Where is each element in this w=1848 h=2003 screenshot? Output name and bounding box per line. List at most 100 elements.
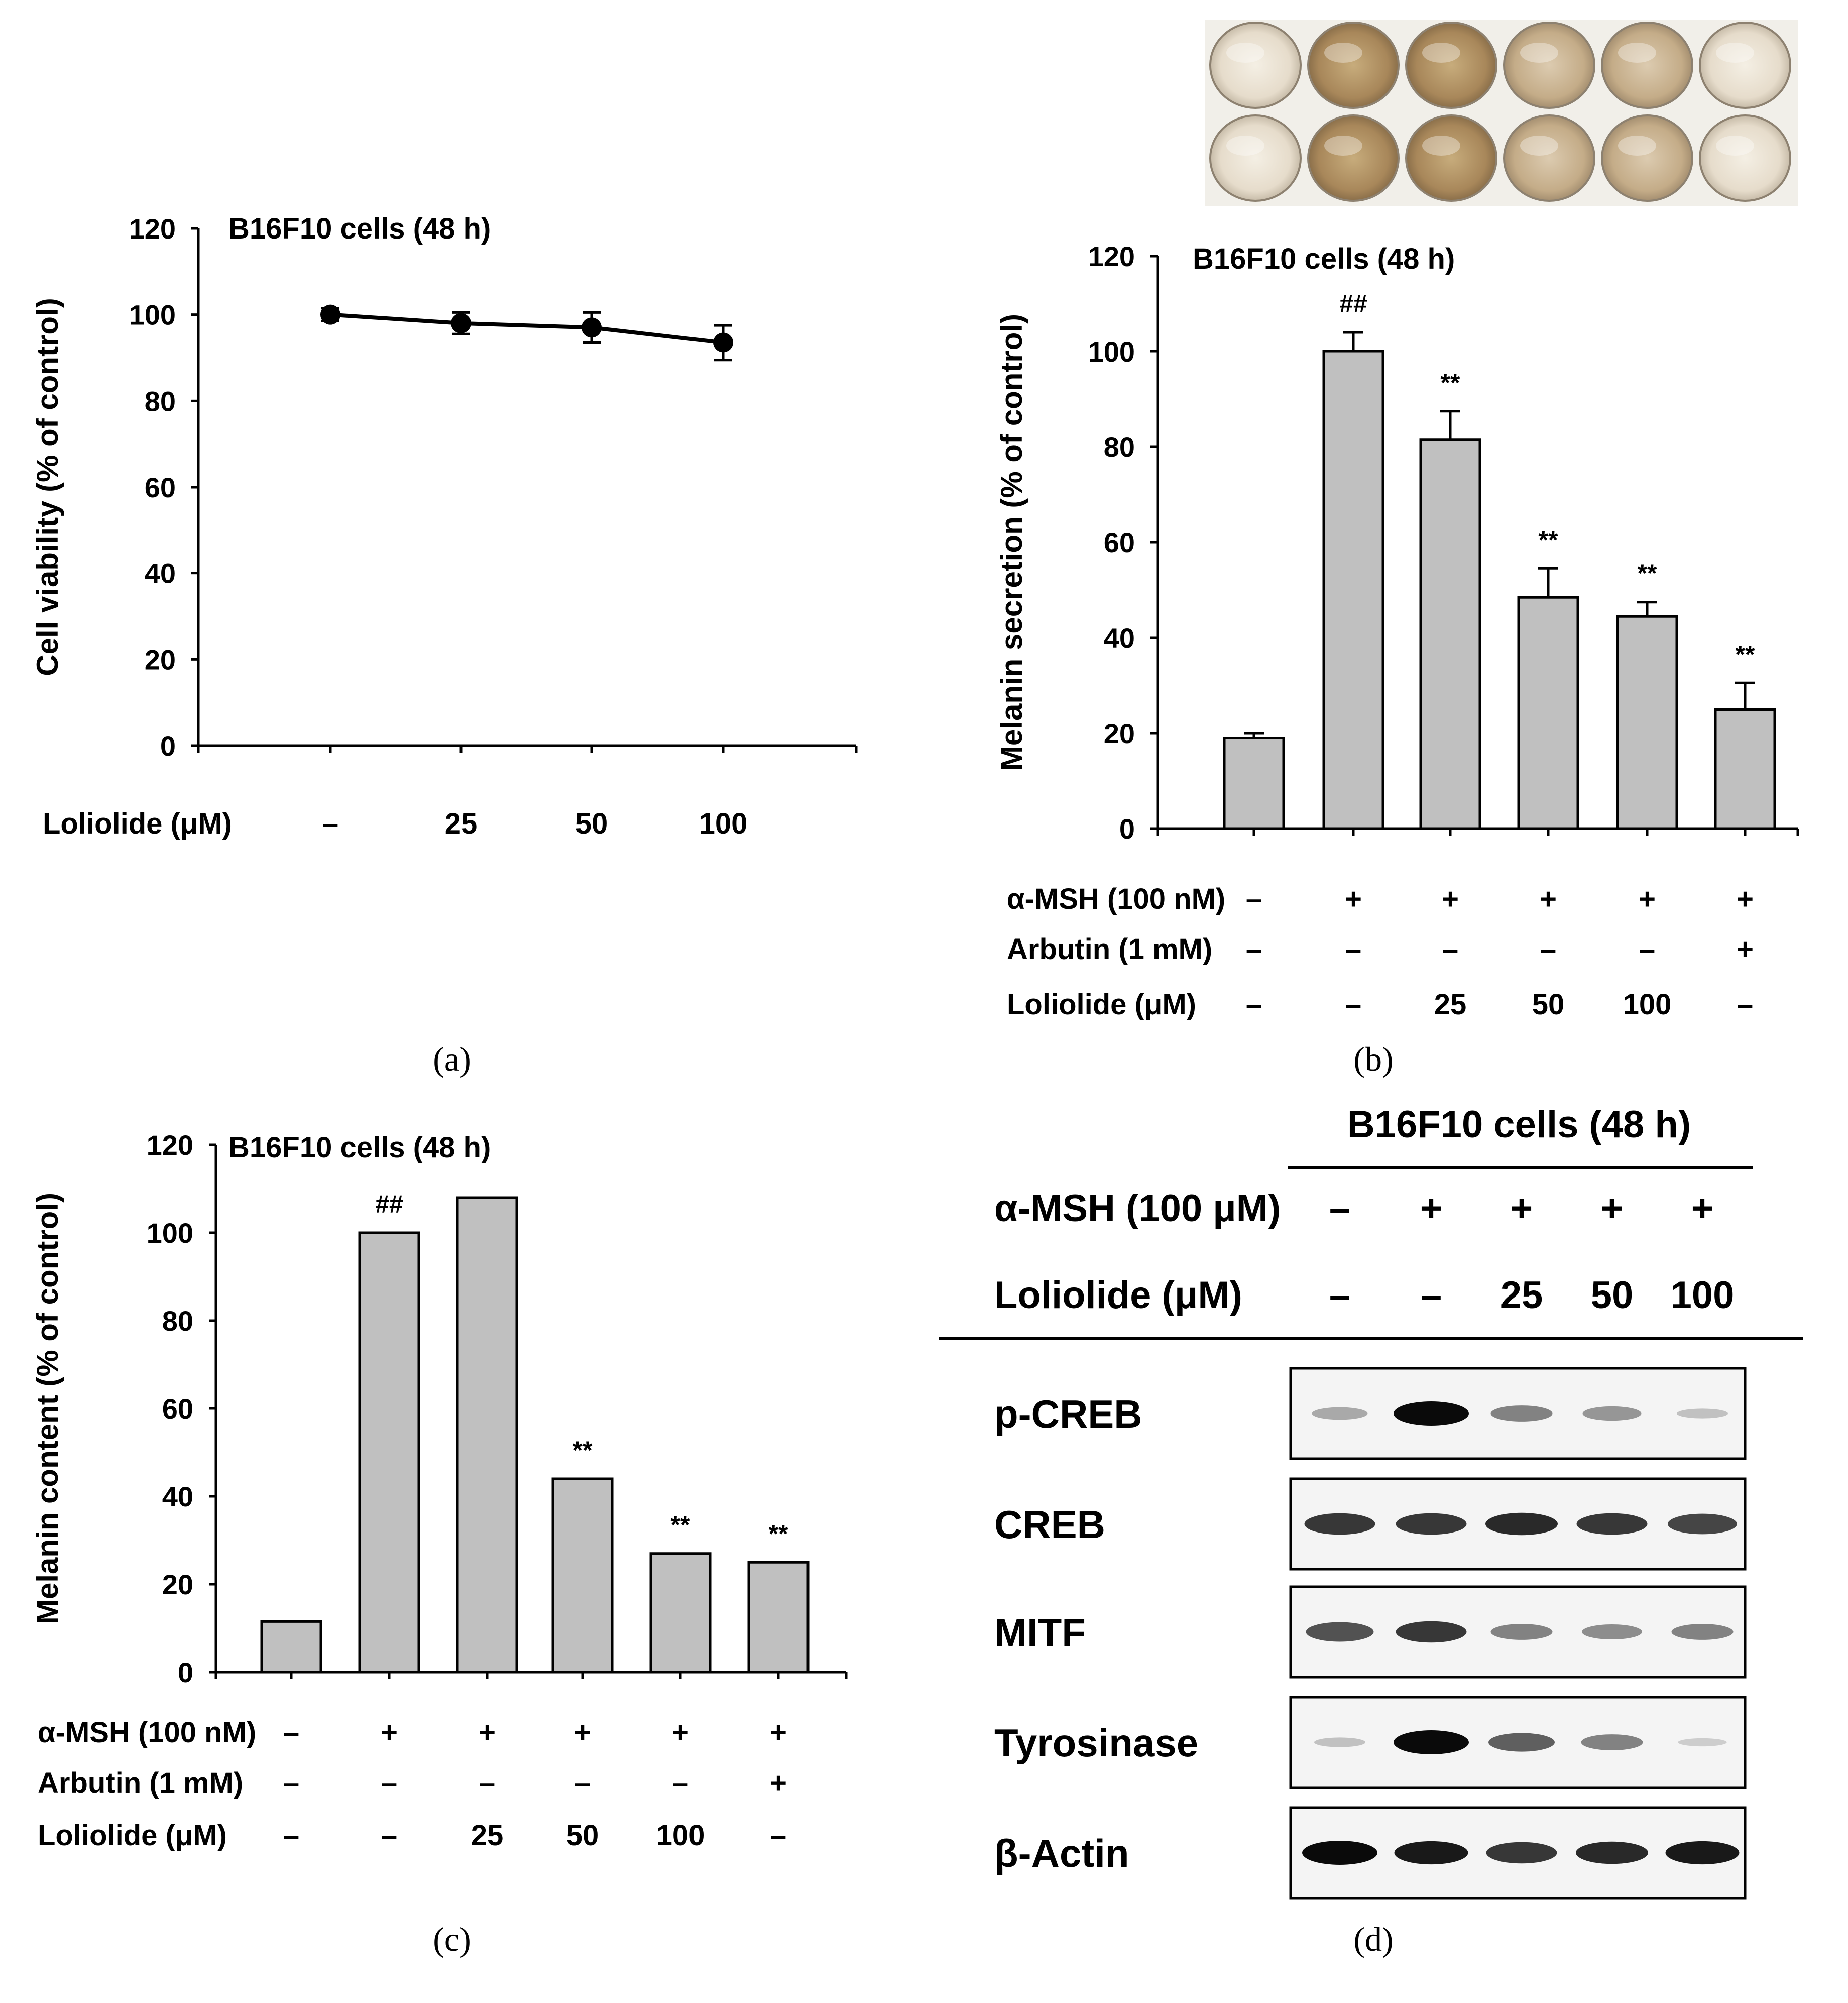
plate-well (1209, 114, 1302, 202)
panel-b-condition-value: + (1345, 883, 1362, 915)
panel-c-chart-title: B16F10 cells (48 h) (228, 1131, 491, 1164)
panel-b-bar (1419, 438, 1481, 830)
panel-b-condition-label: Arbutin (1 mM) (1007, 933, 1212, 966)
panel-c-condition-value: – (574, 1766, 591, 1799)
wb-band (1671, 1624, 1734, 1640)
panel-c-condition-value: – (283, 1819, 299, 1852)
wb-band (1314, 1737, 1365, 1747)
wb-band (1485, 1512, 1558, 1536)
panel-a-data-point (451, 313, 471, 333)
panel-c-condition-value: – (770, 1819, 786, 1852)
wb-band (1490, 1405, 1553, 1422)
wb-band (1665, 1841, 1740, 1865)
panel-b-condition-value: + (1540, 883, 1557, 915)
wb-band (1396, 1621, 1467, 1643)
wb-condition-value: 100 (1671, 1274, 1735, 1317)
panel-a-condition-value: 100 (699, 807, 748, 840)
panel-c-significance-label: ## (375, 1190, 403, 1218)
wb-band (1302, 1841, 1377, 1865)
panel-c-condition-label: α-MSH (100 nM) (38, 1716, 256, 1749)
plate-well-highlight (1226, 136, 1264, 156)
wb-band (1394, 1841, 1468, 1865)
panel-b-bar (1616, 615, 1678, 830)
panel-c-y-tick-label: 0 (178, 1657, 193, 1688)
panel-a-series-line (330, 312, 724, 345)
wb-band (1678, 1738, 1727, 1747)
panel-c-condition-label: Loliolide (μM) (38, 1819, 227, 1852)
panel-b-y-tick-label: 60 (1104, 527, 1135, 558)
panel-c-y-tick-label: 120 (147, 1129, 193, 1161)
wb-band (1677, 1408, 1728, 1419)
plate-well (1503, 22, 1595, 109)
wb-condition-value: – (1329, 1274, 1350, 1317)
wb-protein-label: Tyrosinase (994, 1721, 1198, 1765)
panel-b-y-tick-label: 120 (1088, 241, 1135, 272)
plate-well (1209, 22, 1302, 109)
panel-b-bar (1223, 737, 1285, 830)
panel-c-significance-label: ** (573, 1436, 593, 1464)
panel-b-significance-label: ## (1339, 290, 1367, 318)
panel-c-y-tick-label: 100 (147, 1217, 193, 1249)
panel-c-condition-value: + (574, 1716, 591, 1749)
panel-c-condition-value: + (479, 1716, 496, 1749)
panel-c-condition-value: – (381, 1819, 397, 1852)
panel-c-y-tick-label: 60 (162, 1393, 193, 1425)
plate-well (1307, 114, 1400, 202)
panel-b-condition-value: – (1246, 988, 1262, 1021)
wb-condition-label: α-MSH (100 μM) (994, 1187, 1281, 1230)
panel-a-y-tick-label: 20 (145, 644, 176, 675)
plate-well-highlight (1520, 43, 1558, 63)
panel-a-condition-label: Loliolide (μM) (43, 807, 232, 840)
plate-well (1601, 114, 1693, 202)
wb-band (1668, 1513, 1737, 1535)
panel-letter-c: (c) (433, 1920, 471, 1958)
panel-b-condition-value: – (1345, 933, 1361, 966)
wb-band (1576, 1513, 1648, 1535)
plate-well (1601, 22, 1693, 109)
panel-c-condition-value: 25 (471, 1819, 504, 1852)
panel-b-condition-value: 50 (1532, 988, 1565, 1021)
panel-b-condition-value: + (1442, 883, 1459, 915)
panel-a-data-point (713, 332, 733, 353)
panel-c-y-tick-label: 20 (162, 1569, 193, 1600)
plate-well (1307, 22, 1400, 109)
panel-b-y-tick-label: 100 (1088, 336, 1135, 368)
panel-letter-a: (a) (433, 1040, 471, 1078)
panel-a-cell-viability-chart: 0 20 40 60 80 100 120 Cell viability (% of cont… (31, 212, 858, 840)
panel-b-condition-value: 25 (1434, 988, 1467, 1021)
panel-c-condition-value: + (672, 1716, 689, 1749)
plate-well-highlight (1226, 43, 1264, 63)
panel-b-condition-value: – (1639, 933, 1655, 966)
panel-a-data-point (582, 317, 602, 338)
plate-well-highlight (1324, 43, 1362, 63)
panel-b-condition-value: + (1737, 883, 1754, 915)
wb-band (1394, 1730, 1469, 1754)
plate-well (1699, 114, 1791, 202)
panel-b-condition-value: – (1345, 988, 1361, 1021)
panel-b-condition-value: – (1540, 933, 1556, 966)
panel-b-condition-value: + (1737, 933, 1754, 966)
plate-well (1503, 114, 1595, 202)
panel-a-condition-value: – (322, 807, 338, 840)
panel-c-bar (551, 1477, 614, 1674)
wb-band (1306, 1622, 1374, 1642)
wb-band (1581, 1734, 1643, 1750)
wb-condition-value: – (1421, 1274, 1442, 1317)
panel-c-bar (649, 1552, 712, 1674)
wb-band (1488, 1733, 1555, 1752)
panel-a-y-axis-label: Cell viability (% of control) (31, 298, 64, 676)
plate-well (1405, 114, 1497, 202)
panel-c-condition-value: – (283, 1716, 299, 1749)
panel-b-significance-label: ** (1638, 559, 1657, 587)
plate-well-highlight (1324, 136, 1362, 156)
panel-a-y-tick-label: 100 (129, 299, 176, 331)
wb-condition-value: 25 (1500, 1274, 1543, 1317)
panel-b-condition-value: – (1737, 988, 1753, 1021)
panel-b-condition-value: – (1246, 933, 1262, 966)
panel-c-y-tick-label: 40 (162, 1481, 193, 1512)
panel-b-condition-label: Loliolide (μM) (1007, 988, 1196, 1021)
panel-b-y-tick-label: 0 (1119, 813, 1135, 845)
panel-c-bar (456, 1196, 518, 1674)
plate-well-highlight (1716, 136, 1754, 156)
wb-condition-value: + (1420, 1187, 1442, 1230)
